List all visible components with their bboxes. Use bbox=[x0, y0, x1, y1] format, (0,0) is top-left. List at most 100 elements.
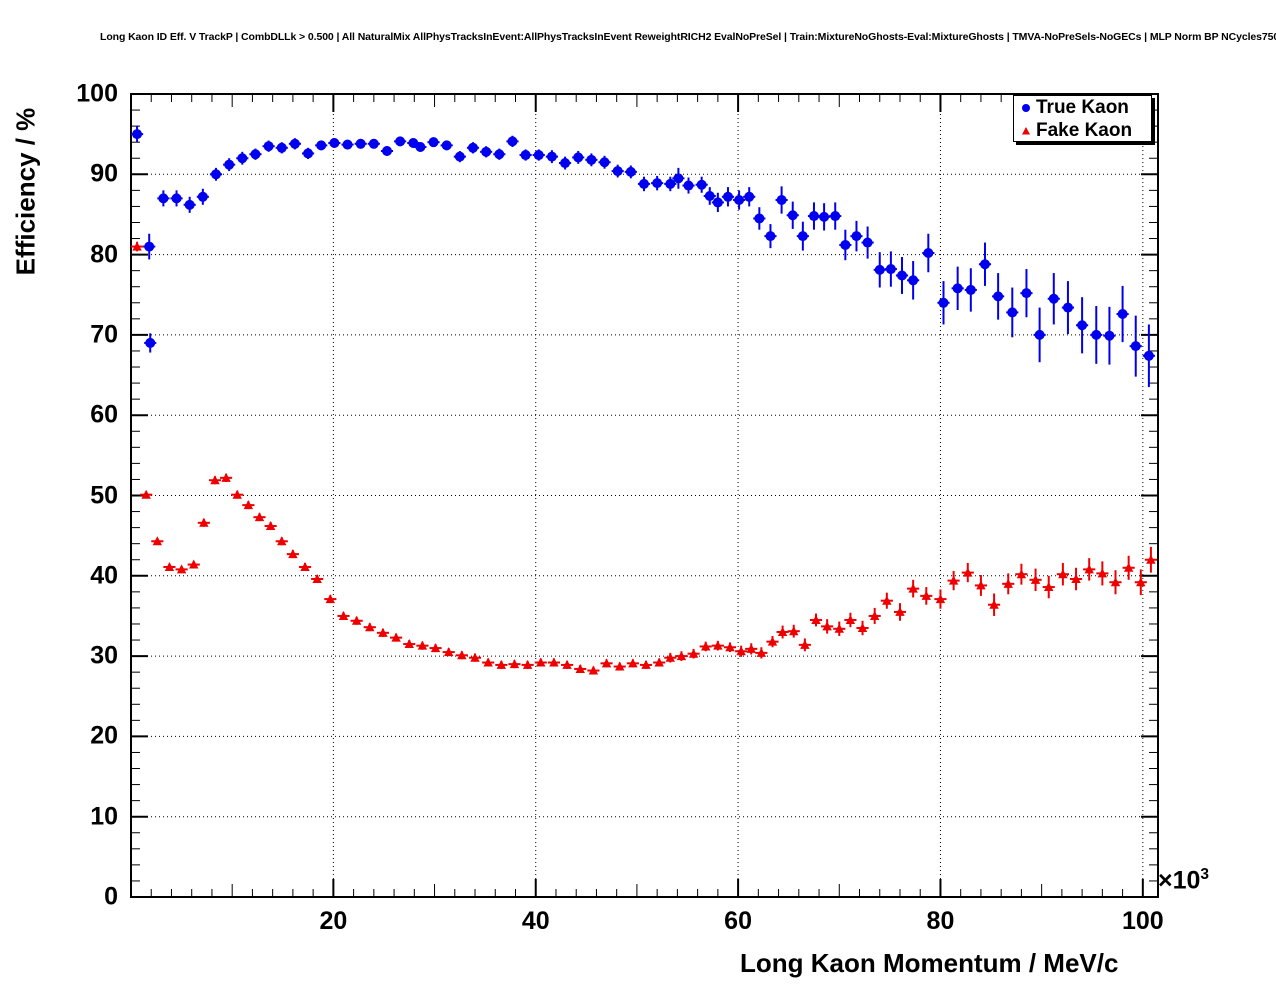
x-tick-label: 60 bbox=[724, 907, 752, 935]
data-point bbox=[920, 587, 933, 605]
data-point bbox=[664, 176, 677, 192]
data-point bbox=[429, 643, 442, 653]
data-point bbox=[367, 138, 380, 149]
data-point bbox=[937, 281, 950, 325]
data-point bbox=[376, 627, 390, 637]
data-point bbox=[151, 536, 164, 546]
data-series-layer bbox=[131, 126, 1157, 675]
x-tick-label: 100 bbox=[1121, 907, 1164, 935]
data-point bbox=[961, 562, 974, 583]
data-point bbox=[208, 475, 222, 485]
data-point bbox=[519, 149, 532, 161]
x-axis-exponent-power: 3 bbox=[1200, 866, 1210, 883]
data-point bbox=[637, 176, 651, 192]
data-point bbox=[264, 521, 277, 531]
data-point bbox=[196, 188, 209, 205]
data-point bbox=[753, 207, 766, 230]
data-point bbox=[611, 164, 624, 178]
data-point bbox=[440, 140, 453, 151]
data-point bbox=[455, 650, 468, 660]
data-point bbox=[350, 615, 363, 625]
data-point bbox=[1006, 287, 1019, 338]
data-point bbox=[249, 148, 262, 160]
data-point bbox=[639, 659, 653, 669]
legend: True Kaon Fake Kaon bbox=[1013, 95, 1152, 142]
y-tick-label: 100 bbox=[76, 79, 118, 108]
triangle-marker-icon bbox=[1018, 124, 1034, 138]
data-point bbox=[988, 593, 1001, 616]
y-tick-label: 0 bbox=[104, 882, 118, 911]
legend-entry-true-kaon[interactable]: True Kaon bbox=[1018, 96, 1129, 119]
data-point bbox=[403, 639, 416, 649]
data-point bbox=[733, 190, 746, 210]
data-point bbox=[163, 561, 176, 571]
data-point bbox=[873, 252, 886, 288]
data-point bbox=[711, 640, 724, 651]
data-point bbox=[675, 651, 688, 661]
data-point bbox=[653, 657, 666, 667]
data-point bbox=[209, 167, 223, 181]
data-point bbox=[721, 187, 735, 207]
data-point bbox=[798, 638, 811, 652]
data-point bbox=[275, 142, 288, 154]
data-point bbox=[394, 136, 407, 147]
data-point bbox=[545, 150, 558, 164]
y-tick-label: 50 bbox=[90, 481, 118, 509]
data-point bbox=[324, 594, 337, 604]
data-point bbox=[453, 151, 466, 163]
data-point bbox=[787, 624, 800, 638]
legend-entry-fake-kaon[interactable]: Fake Kaon bbox=[1018, 119, 1132, 142]
x-tick-label: 20 bbox=[319, 907, 348, 935]
data-point bbox=[850, 220, 863, 252]
legend-label-fake-kaon: Fake Kaon bbox=[1036, 119, 1133, 141]
data-point bbox=[341, 139, 354, 150]
data-point bbox=[861, 226, 874, 259]
grid-lines bbox=[131, 94, 1158, 897]
data-point bbox=[416, 640, 429, 650]
data-point bbox=[534, 657, 547, 667]
data-point bbox=[480, 146, 493, 158]
data-point bbox=[390, 632, 403, 642]
data-point bbox=[1090, 305, 1103, 364]
data-point bbox=[183, 196, 196, 213]
data-point bbox=[301, 147, 315, 160]
data-point bbox=[809, 613, 823, 627]
data-point bbox=[144, 333, 157, 353]
x-axis-exponent: ×103 bbox=[1158, 866, 1209, 895]
data-point bbox=[1042, 575, 1055, 599]
y-tick-label: 70 bbox=[90, 320, 118, 349]
data-point bbox=[559, 156, 572, 170]
data-point bbox=[951, 266, 964, 311]
data-point bbox=[978, 242, 992, 286]
data-point bbox=[561, 659, 574, 669]
data-point bbox=[1047, 273, 1060, 325]
data-point bbox=[493, 148, 506, 160]
data-point bbox=[743, 187, 756, 207]
x-tick-label: 40 bbox=[521, 907, 550, 935]
series-fake-kaon bbox=[131, 241, 1157, 675]
data-point bbox=[974, 574, 988, 596]
x-axis-title: Long Kaon Momentum / MeV/c bbox=[740, 948, 1119, 978]
data-point bbox=[315, 140, 328, 151]
data-point bbox=[187, 559, 200, 569]
data-point bbox=[687, 648, 700, 659]
data-point bbox=[755, 647, 768, 659]
data-point bbox=[964, 268, 977, 312]
data-point bbox=[893, 603, 907, 621]
data-point bbox=[1020, 269, 1033, 318]
data-point bbox=[884, 251, 897, 287]
x-tick-label: 80 bbox=[926, 907, 955, 935]
data-point bbox=[495, 659, 508, 669]
data-point bbox=[328, 137, 341, 148]
data-point bbox=[833, 621, 846, 637]
y-tick-label: 30 bbox=[90, 641, 118, 670]
data-point bbox=[220, 472, 233, 482]
data-point bbox=[585, 153, 598, 167]
data-point bbox=[414, 141, 427, 152]
data-point bbox=[482, 657, 495, 667]
data-point bbox=[1096, 561, 1109, 586]
data-point bbox=[711, 192, 724, 213]
data-point bbox=[468, 652, 482, 662]
data-point bbox=[626, 658, 639, 668]
